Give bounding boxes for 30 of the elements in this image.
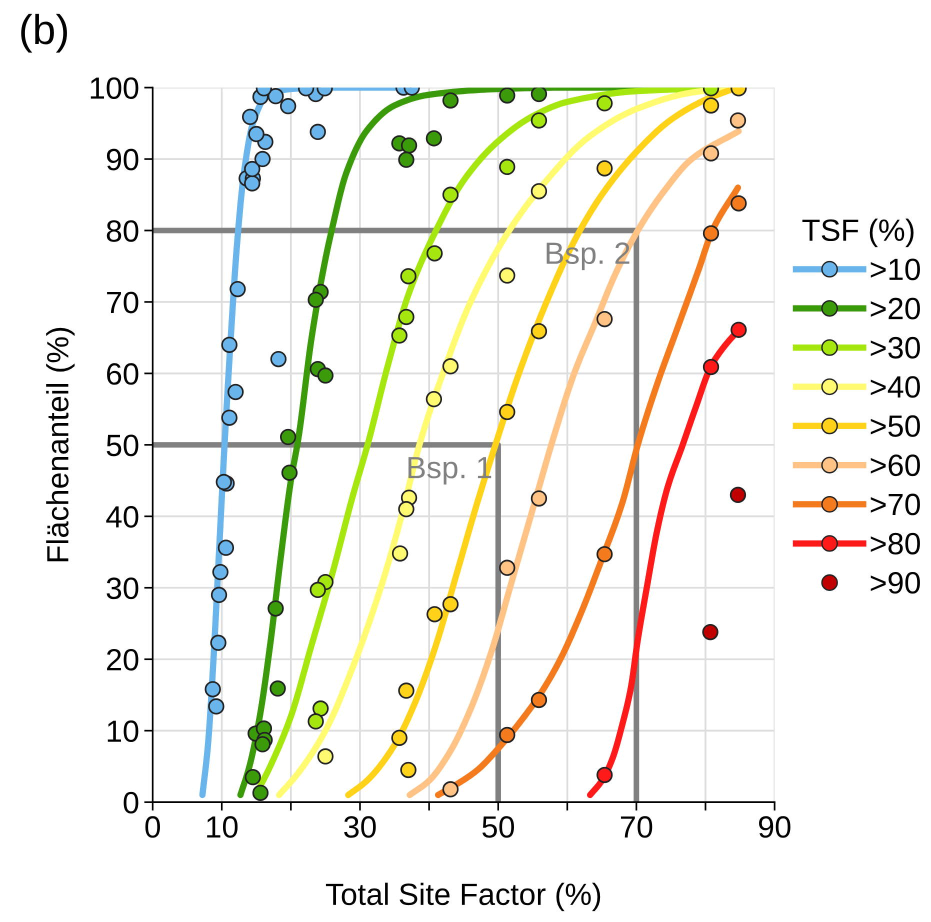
legend-label: >40 <box>870 376 920 398</box>
y-tick-label: 90 <box>106 148 138 170</box>
legend-label: >30 <box>870 336 920 359</box>
legend-label: >60 <box>870 454 920 476</box>
x-axis-title: Total Site Factor (%) <box>326 882 600 912</box>
x-tick-label: 0 <box>145 816 160 838</box>
legend-title: TSF (%) <box>802 218 914 248</box>
y-axis-title: Flächenanteil (%) <box>46 328 75 562</box>
y-tick-label: 0 <box>124 792 138 814</box>
x-tick-label: 50 <box>482 816 514 838</box>
x-tick-label: 10 <box>207 816 238 838</box>
y-tick-label: 50 <box>106 434 138 456</box>
legend-label: >80 <box>870 532 920 554</box>
y-tick-label: 60 <box>107 363 138 385</box>
y-tick-label: 100 <box>90 77 138 99</box>
y-tick-label: 30 <box>106 578 138 600</box>
y-tick-label: 70 <box>107 292 138 314</box>
y-tick-label: 20 <box>107 648 138 671</box>
legend-label: >70 <box>870 494 920 516</box>
x-tick-label: 30 <box>344 816 376 838</box>
x-tick-label: 90 <box>759 816 790 838</box>
chart-title: (b) <box>21 14 67 53</box>
legend-label: >90 <box>870 572 920 594</box>
x-tick-label: 70 <box>620 816 652 838</box>
legend-label: >20 <box>870 298 920 320</box>
y-tick-label: 10 <box>108 720 138 742</box>
legend-label: >10 <box>870 258 920 280</box>
y-tick-label: 80 <box>106 220 138 242</box>
legend-label: >50 <box>870 415 920 437</box>
y-tick-label: 40 <box>106 506 138 528</box>
